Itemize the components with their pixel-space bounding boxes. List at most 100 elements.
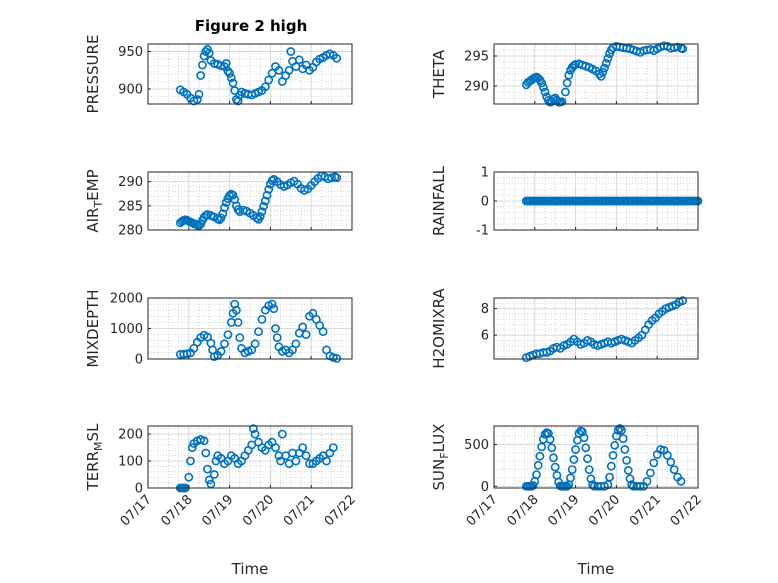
y-axis-label: TERRMSL bbox=[84, 423, 105, 492]
data-point bbox=[605, 472, 614, 482]
data-point bbox=[264, 75, 274, 85]
subplot-pressure: 900 950 PRESSURE bbox=[84, 35, 353, 114]
y-tick-label: 8 bbox=[481, 302, 489, 317]
y-tick-label: 280 bbox=[118, 224, 143, 239]
data-point bbox=[271, 443, 280, 452]
x-axis-label: Time bbox=[577, 560, 615, 578]
figure-title: Figure 2 high bbox=[195, 17, 308, 35]
data-point bbox=[216, 213, 226, 223]
y-axis-label: SUNFLUX bbox=[430, 424, 451, 491]
data-point bbox=[622, 455, 631, 465]
data-point bbox=[620, 445, 630, 454]
x-tick-label: 07/22 bbox=[322, 492, 359, 529]
data-point bbox=[663, 450, 672, 460]
data-point bbox=[301, 330, 311, 339]
data-point bbox=[545, 434, 555, 444]
data-point bbox=[260, 196, 270, 206]
data-point bbox=[328, 443, 338, 452]
axes-box bbox=[147, 171, 353, 231]
data-point bbox=[284, 65, 294, 75]
x-tick-label: 07/20 bbox=[240, 492, 277, 529]
data-point bbox=[550, 462, 560, 472]
y-tick-label: 100 bbox=[118, 455, 143, 470]
data-point bbox=[248, 424, 258, 434]
data-point bbox=[649, 458, 659, 468]
y-tick-label: 6 bbox=[481, 329, 489, 344]
x-tick-label: 07/18 bbox=[505, 492, 542, 529]
data-point bbox=[231, 305, 241, 315]
x-tick-label: 07/17 bbox=[118, 492, 155, 529]
y-tick-label: 290 bbox=[464, 80, 489, 95]
x-tick-label: 07/18 bbox=[159, 492, 196, 529]
data-point bbox=[254, 327, 263, 336]
data-point bbox=[596, 72, 606, 81]
data-point bbox=[581, 443, 591, 453]
data-point bbox=[233, 96, 243, 106]
data-point bbox=[218, 209, 228, 218]
data-point bbox=[601, 58, 611, 68]
data-point bbox=[617, 425, 626, 435]
data-point bbox=[566, 473, 575, 483]
data-point bbox=[272, 333, 282, 342]
data-point bbox=[598, 67, 608, 77]
y-tick-label: 500 bbox=[464, 438, 489, 453]
data-point bbox=[250, 339, 260, 349]
y-axis-label: PRESSURE bbox=[84, 35, 102, 114]
data-point bbox=[186, 456, 195, 466]
subplot-air-temp: 280 285 290 AIRTEMP bbox=[84, 169, 353, 239]
data-point bbox=[197, 60, 207, 70]
y-tick-label: 290 bbox=[118, 175, 143, 190]
y-axis-label: AIRTEMP bbox=[84, 169, 105, 232]
data-point bbox=[277, 429, 287, 439]
data-point bbox=[233, 205, 243, 215]
data-point bbox=[623, 465, 633, 475]
data-point bbox=[298, 443, 308, 452]
data-point bbox=[562, 481, 572, 491]
data-point bbox=[618, 434, 628, 443]
data-point bbox=[544, 429, 553, 438]
data-point bbox=[216, 346, 226, 356]
data-point bbox=[535, 451, 545, 461]
data-point bbox=[267, 299, 277, 309]
data-point bbox=[528, 481, 538, 490]
data-point bbox=[257, 314, 267, 324]
data-point bbox=[201, 448, 211, 458]
data-point bbox=[600, 63, 609, 73]
data-point bbox=[537, 78, 546, 88]
data-point bbox=[562, 78, 572, 88]
x-axis-label: Time bbox=[231, 560, 269, 578]
x-tick-label: 07/21 bbox=[281, 492, 318, 529]
data-point bbox=[220, 203, 229, 213]
data-point bbox=[269, 304, 279, 314]
data-point bbox=[318, 327, 328, 336]
data-point bbox=[646, 468, 655, 478]
x-tick-label: 07/22 bbox=[668, 492, 705, 529]
x-tick-label: 07/19 bbox=[545, 492, 582, 529]
data-point bbox=[656, 445, 665, 454]
data-point bbox=[557, 97, 567, 106]
data-point bbox=[540, 87, 550, 97]
subplot-theta: 290 295 THETA bbox=[430, 41, 699, 107]
y-tick-label: 900 bbox=[118, 83, 143, 98]
x-tick-label: 07/21 bbox=[627, 492, 664, 529]
axes-box bbox=[147, 425, 353, 489]
data-point bbox=[291, 339, 301, 349]
y-axis-label: THETA bbox=[430, 49, 448, 99]
data-point bbox=[192, 95, 202, 104]
data-point bbox=[204, 475, 214, 485]
data-point bbox=[235, 333, 245, 342]
data-point bbox=[603, 54, 613, 63]
data-point bbox=[274, 65, 284, 75]
subplot-sun-flux: 0 500 07/17 07/18 07/19 07/20 07/21 07/22 SUNFLU… bbox=[430, 424, 705, 578]
y-axis-label: MIXDEPTH bbox=[84, 289, 102, 367]
data-point bbox=[286, 47, 296, 56]
data-point bbox=[233, 317, 243, 327]
data-point bbox=[209, 470, 219, 479]
y-tick-label: 200 bbox=[118, 428, 143, 443]
data-point bbox=[203, 464, 212, 474]
data-point bbox=[332, 53, 342, 63]
data-point bbox=[578, 427, 587, 437]
data-point bbox=[533, 460, 543, 470]
x-tick-label: 07/19 bbox=[199, 492, 236, 529]
data-point bbox=[257, 207, 267, 216]
